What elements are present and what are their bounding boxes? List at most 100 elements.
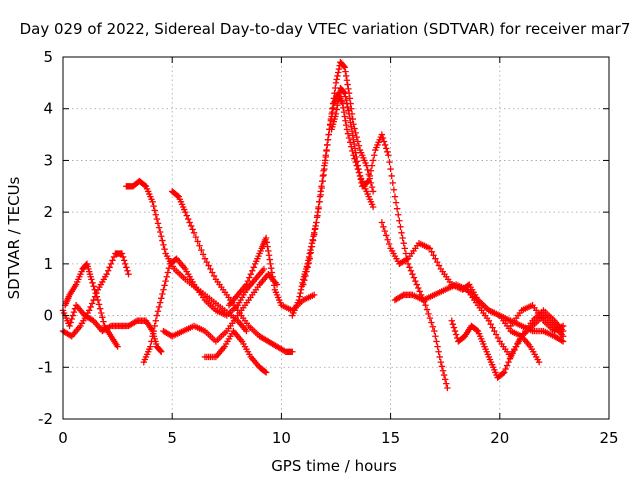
data-point: [323, 147, 330, 155]
data-point: [156, 299, 164, 306]
data-point: [348, 127, 356, 135]
data-point: [89, 279, 96, 287]
data-point: [334, 97, 342, 105]
data-point: [162, 277, 169, 285]
data-point: [434, 343, 441, 350]
data-point: [302, 272, 309, 280]
data-point: [440, 371, 448, 379]
data-point: [343, 77, 351, 84]
data-point: [340, 63, 348, 70]
data-point: [149, 333, 156, 340]
data-point: [297, 289, 304, 297]
data-point: [389, 179, 396, 187]
data-point: [209, 269, 216, 276]
data-point: [152, 317, 160, 324]
data-point: [473, 327, 481, 334]
data-point: [153, 312, 161, 319]
data-point: [387, 165, 394, 173]
y-axis-label: SDTVAR / TECUs: [5, 176, 23, 299]
data-point: [558, 337, 565, 344]
data-point: [384, 148, 391, 156]
x-tick-label: 15: [381, 429, 400, 447]
y-tick-label: 0: [43, 307, 53, 325]
data-point: [344, 130, 352, 137]
data-point: [503, 362, 511, 369]
data-point: [106, 264, 113, 271]
series-prn-q: [507, 302, 567, 335]
data-point: [150, 202, 157, 210]
series-prn-l: [328, 84, 451, 392]
series-prn-o: [448, 317, 543, 381]
data-point: [368, 183, 376, 191]
data-point: [443, 380, 450, 387]
data-point: [68, 315, 75, 323]
data-point: [388, 172, 395, 180]
data-point: [91, 286, 98, 293]
data-point: [100, 318, 107, 325]
data-point: [119, 253, 127, 261]
data-point: [346, 114, 354, 122]
x-tick-label: 10: [272, 429, 291, 447]
data-point: [369, 188, 377, 195]
data-point: [431, 327, 438, 335]
y-tick-label: -1: [38, 358, 53, 376]
data-point: [535, 358, 543, 366]
data-point: [331, 90, 338, 97]
data-point: [396, 217, 403, 224]
data-point: [303, 268, 310, 275]
data-point: [363, 162, 370, 169]
plot-frame: [62, 56, 610, 420]
data-point: [444, 384, 451, 392]
data-point: [485, 317, 493, 324]
data-point: [201, 255, 209, 262]
data-point: [335, 65, 343, 73]
data-point: [449, 320, 457, 328]
data-point: [346, 139, 354, 146]
y-tick-label: 4: [43, 100, 53, 118]
data-point: [90, 283, 97, 290]
data-point: [123, 264, 130, 271]
data-point: [158, 295, 165, 302]
data-point: [332, 79, 340, 87]
data-point: [433, 338, 440, 345]
data-point: [378, 131, 386, 138]
data-point: [296, 293, 303, 300]
data-point: [354, 138, 362, 145]
y-tick-label: -2: [38, 410, 53, 428]
data-point: [308, 243, 316, 250]
data-point: [262, 369, 270, 376]
data-point: [425, 310, 432, 318]
grid-lines: [63, 57, 609, 419]
data-point: [322, 153, 330, 161]
data-point: [341, 64, 348, 71]
data-point: [333, 76, 340, 83]
data-point: [203, 258, 210, 266]
data-point: [354, 162, 362, 169]
data-point: [353, 133, 360, 141]
data-point: [451, 327, 459, 335]
data-point: [384, 236, 391, 243]
data-point: [325, 131, 332, 138]
data-point: [368, 162, 376, 169]
data-point: [268, 269, 276, 276]
data-point: [341, 113, 348, 120]
data-point: [369, 157, 377, 164]
data-points: [59, 58, 567, 392]
series-prn-k: [300, 58, 377, 288]
data-point: [409, 271, 416, 278]
data-point: [403, 256, 410, 263]
data-point: [345, 107, 352, 114]
data-point: [392, 199, 400, 206]
data-point: [244, 277, 252, 285]
data-point: [96, 305, 104, 312]
data-point: [198, 246, 205, 254]
data-point: [304, 264, 311, 271]
data-point: [114, 343, 121, 350]
data-point: [99, 314, 106, 321]
data-point: [381, 141, 389, 149]
data-point: [398, 229, 405, 237]
data-point: [487, 320, 494, 328]
data-point: [426, 314, 434, 322]
data-point: [364, 166, 371, 174]
data-point: [159, 237, 166, 244]
